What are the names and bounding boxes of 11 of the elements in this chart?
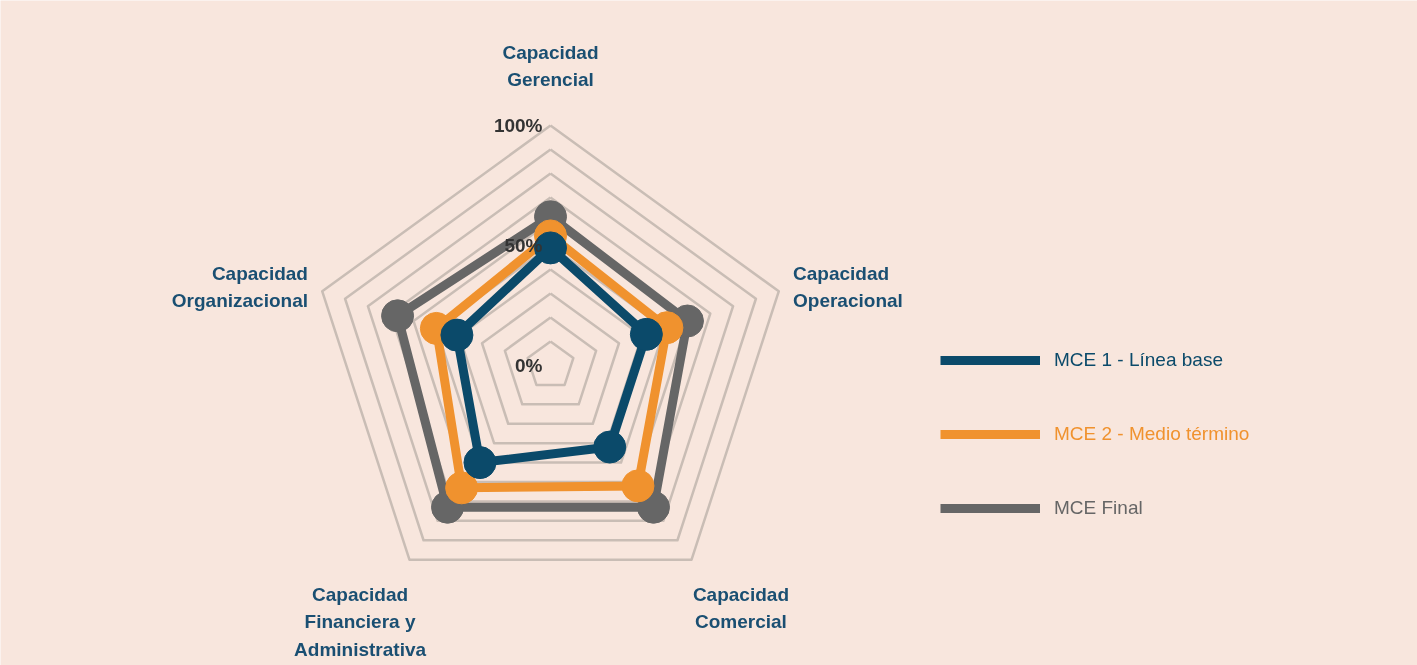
text: MCE Final — [1054, 497, 1143, 519]
spoke-label: Capacidad Comercial — [692, 583, 789, 633]
spoke-label: Capacidad Operacional — [793, 262, 903, 311]
spoke-label: Capacidad Gerencial — [502, 42, 599, 91]
spoke-label: Capacidad Financiera y Administrativa — [294, 583, 427, 660]
text: MCE 1 - Línea base — [1054, 349, 1223, 371]
y-tick-label: 0% — [515, 355, 543, 376]
y-tick-label: 50% — [504, 235, 543, 256]
spoke-label: Capacidad Organizacional — [171, 262, 308, 311]
y-tick-label: 100% — [493, 115, 543, 136]
text: MCE 2 - Medio término — [1054, 423, 1250, 445]
